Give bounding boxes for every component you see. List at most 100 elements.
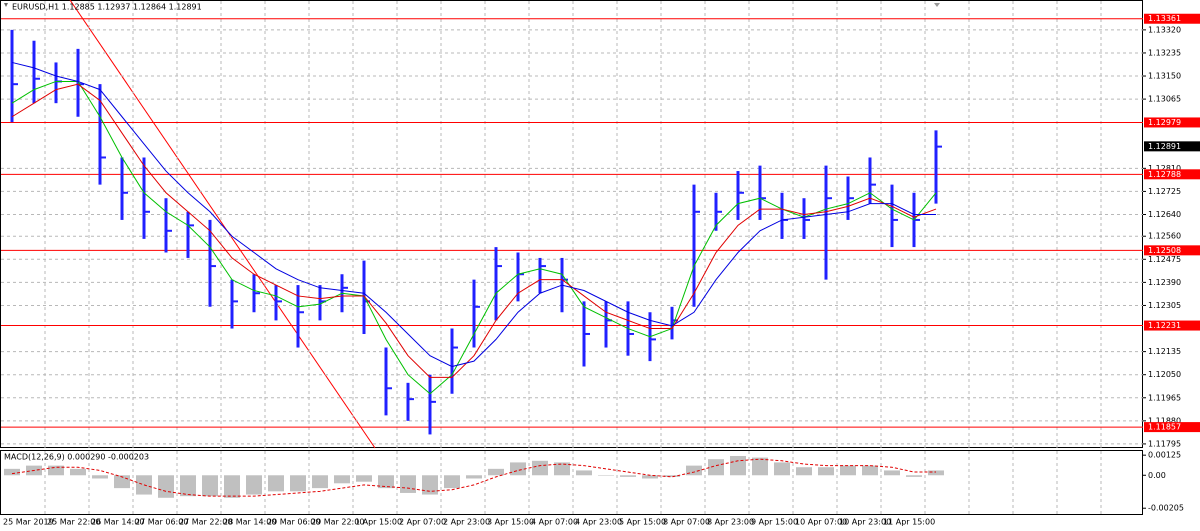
y-tick-label: 1.12560 [1148,232,1181,241]
macd-bar [268,475,284,492]
level-label: 1.12979 [1148,118,1181,127]
y-tick-label: 1.12725 [1148,187,1181,196]
x-tick-label: 2 Apr 23:00 [443,518,490,527]
y-tick-label: 0.00125 [1148,451,1181,460]
y-tick-label: 1.11795 [1148,439,1181,448]
macd-bar [796,467,812,476]
macd-bar [158,475,174,498]
macd-bar [466,475,482,479]
level-label-box [1144,117,1200,128]
main-panel-frame [0,0,1143,448]
x-tick-label: 11 Apr 15:00 [883,518,935,527]
macd-bar [422,475,438,495]
y-tick-label: 1.13235 [1148,48,1181,57]
last-price-label: 1.12891 [1148,142,1181,151]
level-label-box [1144,169,1200,180]
macd-bar [818,467,834,476]
level-label-box [1144,422,1200,433]
x-tick-label: 10 Apr 23:00 [839,518,891,527]
macd-bar [598,475,614,476]
y-tick-label: -0.00205 [1148,504,1184,513]
x-tick-label: 8 Apr 23:00 [707,518,754,527]
macd-bar [400,475,416,493]
x-tick-label: 10 Apr 07:00 [795,518,847,527]
chart-title: EURUSD,H1 1.12885 1.12937 1.12864 1.1289… [12,3,202,12]
x-tick-label: 5 Apr 15:00 [619,518,666,527]
macd-bar [356,475,372,482]
y-tick-label: 1.13320 [1148,25,1181,34]
macd-bar [884,470,900,476]
menu-icon[interactable] [4,3,8,7]
y-tick-label: 1.13150 [1148,72,1181,81]
x-tick-label: 28 Mar 14:00 [223,518,276,527]
level-label: 1.12231 [1148,321,1181,330]
shift-marker[interactable] [934,3,940,7]
macd-bar [642,475,658,479]
macd-bar [70,468,86,476]
macd-bar [180,475,196,497]
macd-bar [48,465,64,476]
x-tick-label: 27 Mar 22:00 [179,518,232,527]
macd-bar [620,475,636,477]
y-tick-label: 1.12135 [1148,347,1181,356]
y-tick-label: 1.12475 [1148,255,1181,264]
macd-bar [246,475,262,495]
x-tick-label: 9 Apr 15:00 [751,518,798,527]
macd-bar [378,475,394,489]
macd-bar [224,475,240,498]
level-label: 1.11857 [1148,423,1181,432]
macd-bar [510,462,526,476]
x-tick-label: 25 Mar 22:00 [47,518,100,527]
macd-bar [906,475,922,477]
moving-average [11,61,936,368]
y-tick-label: 0.00 [1148,471,1166,480]
level-label-box [1144,13,1200,24]
macd-bar [862,465,878,476]
macd-bar [4,468,20,476]
level-label-box [1144,320,1200,331]
macd-bar [334,475,350,484]
macd-signal [11,458,936,497]
x-tick-label: 8 Apr 07:00 [663,518,710,527]
y-tick-label: 1.12305 [1148,301,1181,310]
x-tick-label: 2 Apr 07:00 [399,518,446,527]
macd-bar [576,470,592,476]
macd-bar [488,468,504,476]
x-tick-label: 27 Mar 06:00 [135,518,188,527]
y-tick-label: 1.12390 [1148,278,1181,287]
level-label-box [1144,245,1200,256]
macd-bar [752,457,768,476]
macd-bar [708,459,724,476]
level-label: 1.12788 [1148,170,1181,179]
macd-bar [312,475,328,489]
macd-bar [554,462,570,476]
level-label: 1.13361 [1148,14,1181,23]
macd-bar [928,470,944,476]
x-tick-label: 25 Mar 2019 [3,518,54,527]
macd-bar [774,462,790,476]
y-tick-label: 1.13065 [1148,95,1181,104]
moving-average [11,83,937,378]
x-tick-label: 3 Apr 15:00 [487,518,534,527]
x-tick-label: 4 Apr 23:00 [575,518,622,527]
level-label: 1.12508 [1148,246,1181,255]
macd-bar [202,475,218,497]
y-tick-label: 1.11965 [1148,393,1181,402]
x-tick-label: 29 Mar 22:00 [311,518,364,527]
x-tick-label: 4 Apr 07:00 [531,518,578,527]
y-tick-label: 1.11880 [1148,416,1181,425]
macd-bar [290,475,306,492]
macd-bar [664,475,680,477]
y-tick-label: 1.12810 [1148,164,1181,173]
macd-bar [92,475,108,479]
macd-bar [686,465,702,476]
x-tick-label: 1 Apr 15:00 [355,518,402,527]
x-tick-label: 29 Mar 06:00 [267,518,320,527]
x-tick-label: 26 Mar 14:00 [91,518,144,527]
trend-line [69,0,376,449]
last-price-box [1144,141,1200,152]
macd-title: MACD(12,26,9) 0.000290 -0.000203 [4,453,149,462]
